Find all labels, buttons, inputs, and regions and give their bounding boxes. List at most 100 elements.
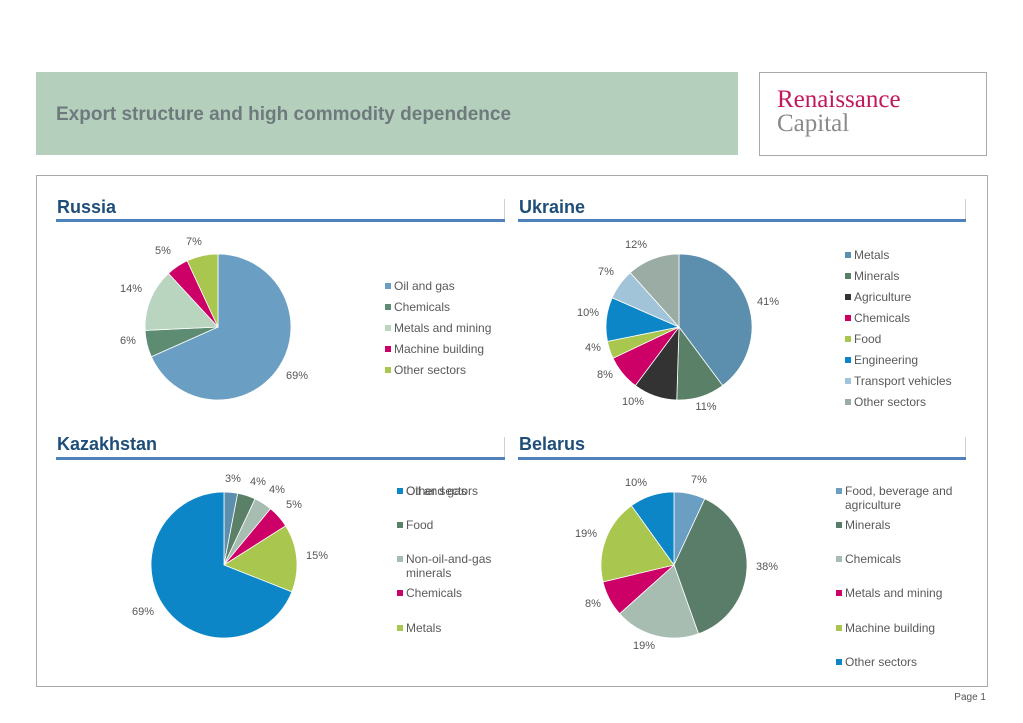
legend-label: Food, beverage and agriculture [845, 484, 953, 512]
legend-item-food-beverage-and-agriculture: Food, beverage and agriculture [836, 484, 961, 512]
legend-label: Other sectors [406, 484, 479, 498]
page-number: Page 1 [954, 692, 986, 703]
legend-label: Oil and gas [406, 484, 467, 498]
legend-swatch [385, 346, 391, 352]
pie-slice-other-sectors [629, 253, 680, 329]
legend-label: Other sectors [854, 395, 927, 409]
legend-item-chemicals: Chemicals [836, 552, 901, 566]
legend-swatch [385, 304, 391, 310]
legend-item-non-oil-and-gas-minerals: Non-oil-and-gas minerals [397, 552, 522, 580]
chart-title-kazakhstan: Kazakhstan [57, 434, 158, 454]
data-label-machine-building: 19% [575, 528, 597, 540]
title-underline-belarus [518, 457, 966, 460]
legend-label: Oil and gas [394, 279, 455, 293]
legend-item-agriculture: Agriculture [845, 290, 911, 304]
data-label-other-sectors: 12% [625, 239, 647, 251]
legend-swatch [836, 488, 842, 494]
legend-item-transport-vehicles: Transport vehicles [845, 374, 952, 388]
legend-label: Minerals [854, 269, 900, 283]
legend-item-metals: Metals [397, 621, 441, 635]
data-label-engineering: 10% [577, 307, 599, 319]
title-divider-russia [504, 199, 505, 219]
title-divider-kazakhstan [504, 437, 505, 457]
chart-title-ukraine: Ukraine [519, 197, 586, 217]
legend-swatch [845, 252, 851, 258]
legend-item-food: Food [845, 332, 881, 346]
legend-label: Chemicals [845, 552, 902, 566]
title-underline-russia [56, 219, 505, 222]
legend-label: Machine building [845, 621, 936, 635]
legend-item-chemicals: Chemicals [397, 586, 462, 600]
data-label-chemicals: 5% [286, 499, 302, 511]
chart-title-belarus: Belarus [519, 434, 586, 454]
legend-swatch [845, 399, 851, 405]
legend-label: Agriculture [854, 290, 912, 304]
legend-item-engineering: Engineering [845, 353, 918, 367]
data-label-food: 4% [585, 342, 601, 354]
legend-label: Engineering [854, 353, 919, 367]
chart-title-russia: Russia [57, 197, 117, 217]
legend-swatch [385, 325, 391, 331]
legend-swatch [836, 556, 842, 562]
legend-label: Other sectors [394, 363, 467, 377]
legend-swatch [397, 556, 403, 562]
data-label-other-sectors: 10% [625, 477, 647, 489]
pie-slice-oil-and-gas [150, 253, 292, 401]
data-label-agriculture: 10% [622, 396, 644, 408]
legend-swatch [845, 357, 851, 363]
data-label-chemicals: 6% [120, 335, 136, 347]
legend-swatch [845, 315, 851, 321]
legend-swatch [397, 488, 403, 494]
legend-item-oil-and-gas: Oil and gas [397, 484, 467, 498]
legend-label: Chemicals [394, 300, 451, 314]
data-label-metals: 15% [306, 550, 328, 562]
title-underline-kazakhstan [56, 457, 505, 460]
legend-label: Food [406, 518, 434, 532]
pie-slice-oil-and-gas [150, 491, 293, 639]
legend-label: Metals and mining [394, 321, 492, 335]
pie-slice-machine-building [600, 505, 675, 583]
data-label-metals: 41% [757, 296, 779, 308]
title-divider-ukraine [965, 199, 966, 219]
company-logo: Renaissance Capital [759, 72, 987, 156]
legend-swatch [836, 625, 842, 631]
data-label-oil-and-gas: 69% [132, 606, 154, 618]
legend-swatch [845, 378, 851, 384]
data-label-minerals: 38% [756, 561, 778, 573]
legend-item-machine-building: Machine building [385, 342, 484, 356]
legend-label: Food [854, 332, 882, 346]
page-title: Export structure and high commodity depe… [56, 104, 512, 125]
pie-slice-metals [223, 525, 298, 593]
data-label-chemicals: 8% [597, 369, 613, 381]
legend-item-metals-and-mining: Metals and mining [836, 586, 942, 600]
pie-slice-metals [678, 253, 753, 387]
data-label-oil-and-gas: 69% [286, 370, 308, 382]
legend-item-minerals: Minerals [836, 518, 890, 532]
legend-label: Chemicals [406, 586, 463, 600]
legend-label: Metals [854, 248, 890, 262]
legend-item-other-sectors: Other sectors [845, 395, 926, 409]
legend-label: Other sectors [845, 655, 918, 669]
legend-swatch [397, 590, 403, 596]
data-label-food: 4% [250, 476, 266, 488]
legend-item-minerals: Minerals [845, 269, 899, 283]
legend-item-food: Food [397, 518, 433, 532]
data-label-non-oil-and-gas-minerals: 4% [269, 484, 285, 496]
legend-swatch [397, 522, 403, 528]
pie-slice-other-sectors [630, 491, 675, 567]
legend-label: Minerals [845, 518, 891, 532]
title-underline-ukraine [518, 219, 966, 222]
legend-label: Chemicals [854, 311, 911, 325]
pie-slice-metals-and-mining [144, 272, 219, 331]
legend-swatch [845, 273, 851, 279]
data-label-transport-vehicles: 7% [598, 266, 614, 278]
legend-item-metals-and-mining: Metals and mining [385, 321, 491, 335]
legend-label: Metals [406, 621, 442, 635]
data-label-metals-and-mining: 14% [120, 283, 142, 295]
header-banner: Export structure and high commodity depe… [36, 72, 738, 155]
legend-swatch [845, 336, 851, 342]
legend-item-other-sectors: Other sectors [385, 363, 466, 377]
